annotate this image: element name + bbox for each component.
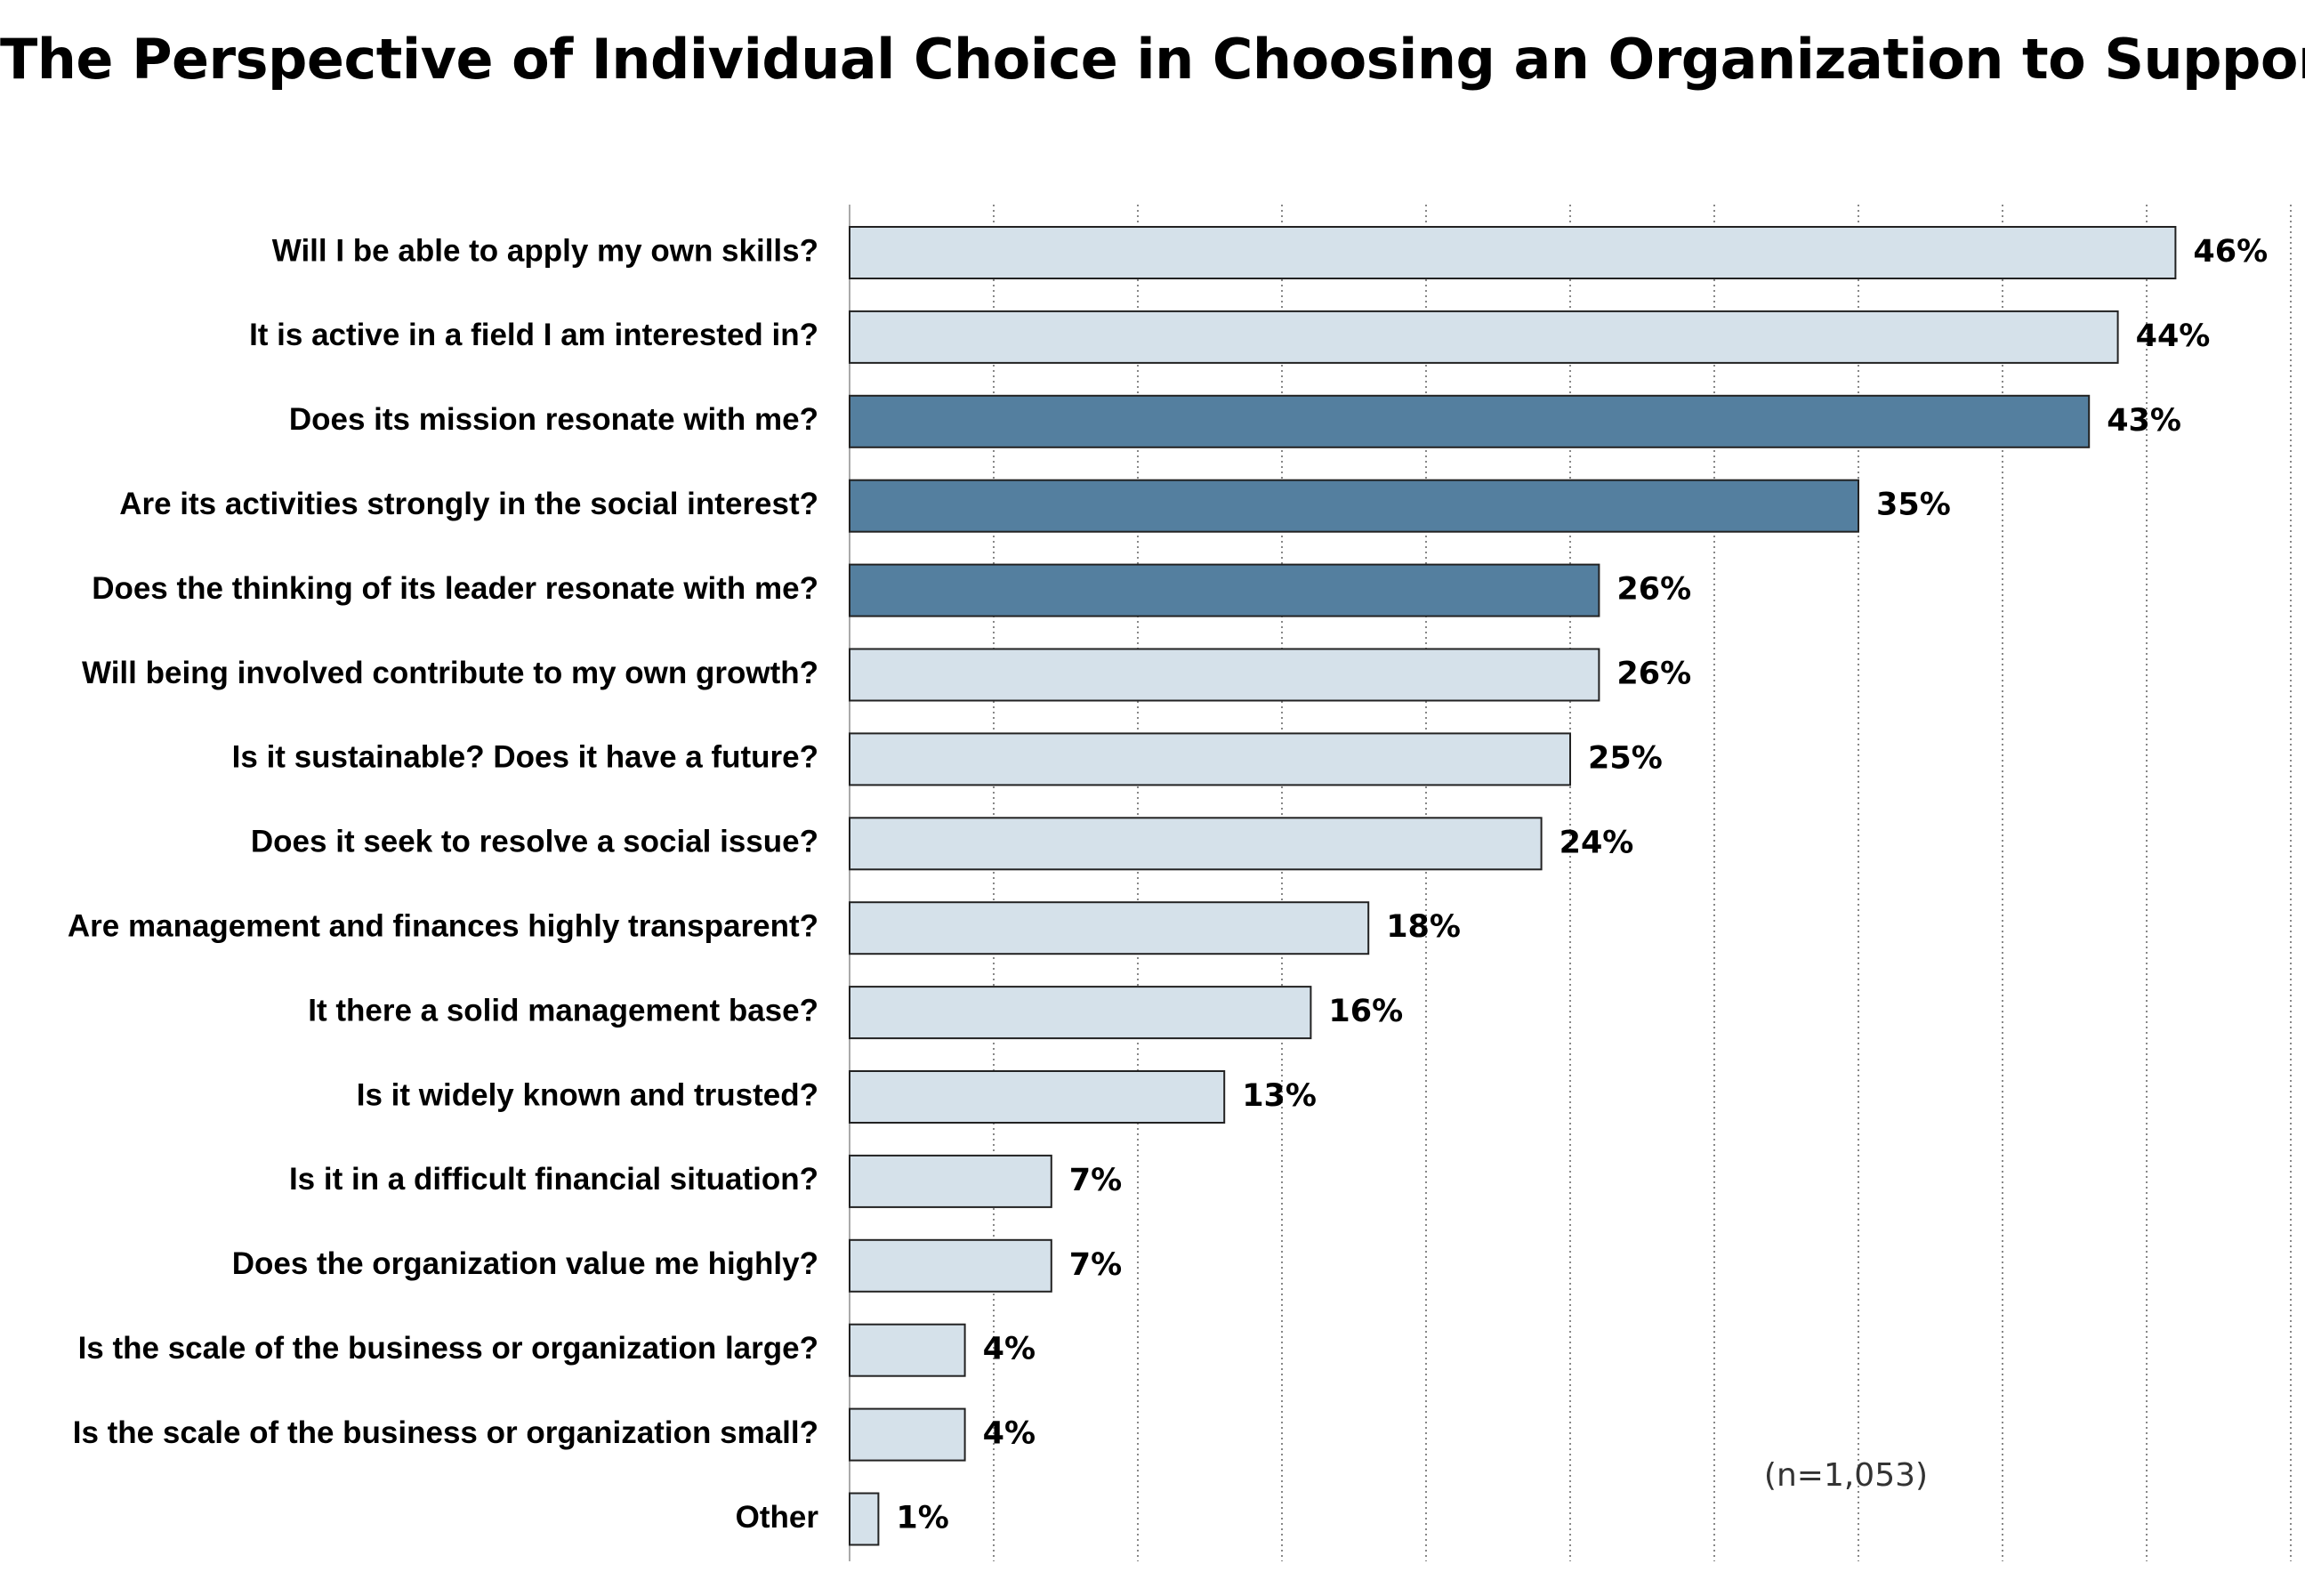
data-label: 25% bbox=[1588, 740, 1663, 776]
data-label: 13% bbox=[1242, 1078, 1317, 1114]
category-label: Will I be able to apply my own skills? bbox=[272, 233, 818, 268]
category-label: It there a solid management base? bbox=[308, 993, 818, 1028]
data-label: 7% bbox=[1069, 1247, 1122, 1283]
category-label: Is the scale of the business or organiza… bbox=[73, 1415, 818, 1450]
bar bbox=[849, 901, 1370, 955]
data-label: 26% bbox=[1616, 657, 1691, 692]
bar bbox=[849, 563, 1600, 617]
bar bbox=[849, 479, 1859, 533]
category-label: Is it sustainable? Does it have a future… bbox=[232, 740, 818, 775]
data-label: 7% bbox=[1069, 1163, 1122, 1198]
category-label: Are management and finances highly trans… bbox=[68, 908, 818, 943]
category-label: Is it in a difficult financial situation… bbox=[289, 1162, 818, 1197]
data-label: 44% bbox=[2136, 318, 2211, 354]
data-label: 26% bbox=[1616, 572, 1691, 608]
sample-size-note: (n=1,053) bbox=[1764, 1457, 1928, 1494]
bar bbox=[849, 226, 2177, 279]
chart-title: The Perspective of Individual Choice in … bbox=[0, 27, 2305, 92]
category-label: Is it widely known and trusted? bbox=[357, 1077, 818, 1112]
data-label: 18% bbox=[1386, 909, 1461, 945]
category-label: Does its mission resonate with me? bbox=[289, 402, 818, 437]
bar bbox=[849, 986, 1312, 1040]
data-label: 35% bbox=[1876, 488, 1951, 523]
bar bbox=[849, 648, 1600, 702]
category-label: Does the thinking of its leader resonate… bbox=[92, 571, 818, 606]
bar bbox=[849, 1070, 1226, 1124]
category-label: Other bbox=[736, 1500, 819, 1535]
data-label: 43% bbox=[2107, 403, 2181, 439]
data-label: 1% bbox=[896, 1501, 948, 1536]
bar bbox=[849, 1154, 1052, 1208]
bar bbox=[849, 1323, 966, 1377]
bar bbox=[849, 732, 1571, 786]
data-label: 24% bbox=[1560, 825, 1634, 860]
bar bbox=[849, 394, 2091, 448]
data-label: 46% bbox=[2193, 234, 2268, 270]
category-label: Will being involved contribute to my own… bbox=[82, 656, 818, 690]
bar bbox=[849, 1407, 966, 1462]
bar bbox=[849, 1492, 880, 1546]
category-label: Are its activities strongly in the socia… bbox=[119, 487, 818, 521]
bar bbox=[849, 817, 1543, 871]
data-label: 4% bbox=[983, 1416, 1036, 1452]
category-label: Does the organization value me highly? bbox=[232, 1246, 818, 1281]
data-label: 4% bbox=[983, 1332, 1036, 1367]
category-label: Is the scale of the business or organiza… bbox=[78, 1331, 818, 1366]
bar bbox=[849, 1238, 1052, 1293]
data-label: 16% bbox=[1328, 994, 1403, 1029]
category-label: Does it seek to resolve a social issue? bbox=[251, 825, 818, 859]
bar bbox=[849, 310, 2119, 364]
category-label: It is active in a field I am interested … bbox=[249, 318, 818, 352]
